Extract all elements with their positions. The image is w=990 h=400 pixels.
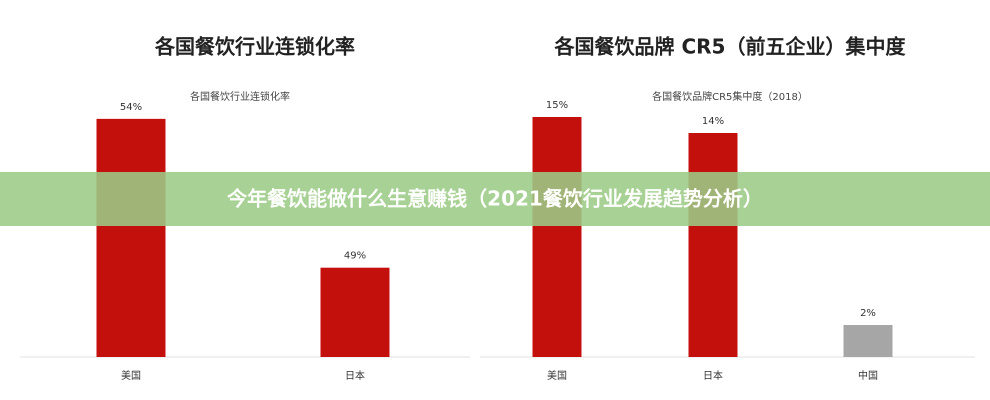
value-label: 15% — [546, 100, 568, 111]
chart-subtitle: 各国餐饮行业连锁化率 — [190, 90, 290, 103]
value-label: 2% — [860, 308, 876, 319]
x-tick-label: 美国 — [121, 369, 141, 382]
chart-title: 各国餐饮行业连锁化率 — [154, 35, 355, 59]
banner-background — [0, 172, 990, 226]
bar — [532, 117, 582, 357]
x-tick-label: 中国 — [858, 369, 878, 382]
banner-text: 今年餐饮能做什么生意赚钱（2021餐饮行业发展趋势分析） — [227, 187, 763, 211]
value-label: 49% — [344, 251, 366, 262]
bar — [688, 133, 738, 357]
x-tick-label: 美国 — [547, 369, 567, 382]
x-tick-label: 日本 — [703, 369, 723, 382]
value-label: 54% — [120, 102, 142, 113]
bar — [96, 118, 166, 357]
chart-title: 各国餐饮品牌 CR5（前五企业）集中度 — [554, 35, 907, 59]
x-tick-label: 日本 — [345, 369, 365, 382]
bar — [843, 325, 893, 357]
value-label: 14% — [702, 116, 724, 127]
bar — [320, 267, 390, 357]
chart-subtitle: 各国餐饮品牌CR5集中度（2018） — [652, 90, 808, 103]
